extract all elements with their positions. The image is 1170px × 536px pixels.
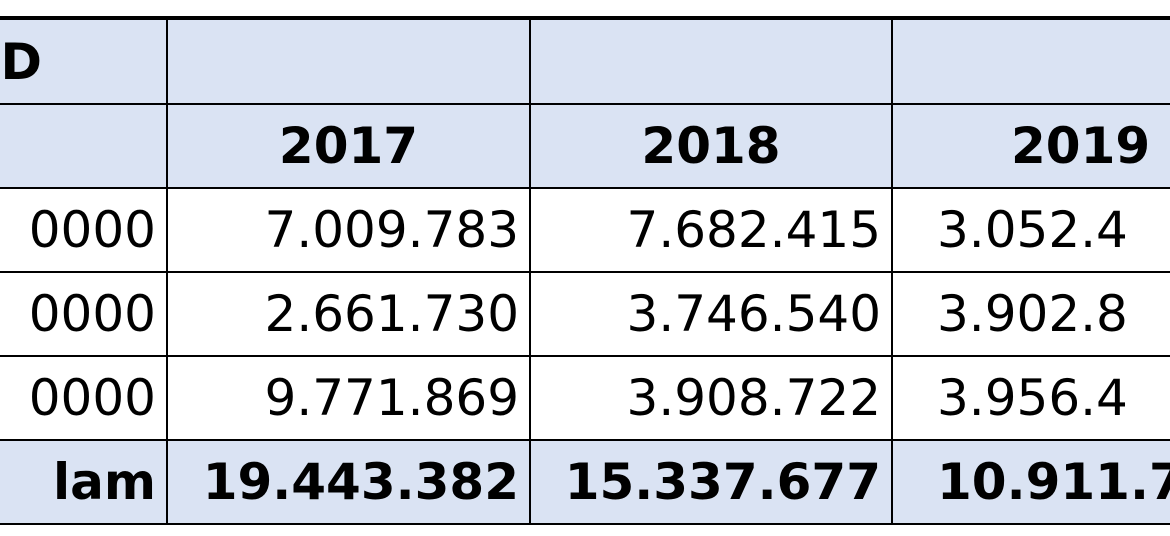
row-label-cell[interactable]: 0000 xyxy=(0,187,168,273)
table-row: 0000 2.661.730 3.746.540 3.902.8 xyxy=(0,271,1170,357)
row-label-cell[interactable]: 0000 xyxy=(0,271,168,357)
value-cell[interactable]: 3.956.4 xyxy=(891,355,1170,441)
value-cell[interactable]: 7.009.783 xyxy=(166,187,531,273)
year-header-row: 2017 2018 2019 xyxy=(0,103,1170,189)
table-header-row: D xyxy=(0,16,1170,105)
value-cell[interactable]: 3.902.8 xyxy=(891,271,1170,357)
empty-year-label-cell[interactable] xyxy=(0,103,168,189)
total-label-cell[interactable]: lam xyxy=(0,439,168,525)
total-row: lam 19.443.382 15.337.677 10.911.7 xyxy=(0,439,1170,525)
data-table: D 2017 2018 2019 0000 7.009.783 7.682.41… xyxy=(0,16,1170,525)
empty-header-cell[interactable] xyxy=(166,16,531,105)
year-header-cell[interactable]: 2019 xyxy=(891,103,1170,189)
value-cell[interactable]: 9.771.869 xyxy=(166,355,531,441)
value-cell[interactable]: 2.661.730 xyxy=(166,271,531,357)
header-label-cell[interactable]: D xyxy=(0,16,168,105)
year-header-cell[interactable]: 2017 xyxy=(166,103,531,189)
total-value-cell[interactable]: 15.337.677 xyxy=(529,439,893,525)
year-header-cell[interactable]: 2018 xyxy=(529,103,893,189)
table-row: 0000 7.009.783 7.682.415 3.052.4 xyxy=(0,187,1170,273)
value-cell[interactable]: 7.682.415 xyxy=(529,187,893,273)
total-value-cell[interactable]: 10.911.7 xyxy=(891,439,1170,525)
table-row: 0000 9.771.869 3.908.722 3.956.4 xyxy=(0,355,1170,441)
empty-header-cell[interactable] xyxy=(891,16,1170,105)
row-label-cell[interactable]: 0000 xyxy=(0,355,168,441)
empty-header-cell[interactable] xyxy=(529,16,893,105)
total-value-cell[interactable]: 19.443.382 xyxy=(166,439,531,525)
value-cell[interactable]: 3.746.540 xyxy=(529,271,893,357)
value-cell[interactable]: 3.052.4 xyxy=(891,187,1170,273)
value-cell[interactable]: 3.908.722 xyxy=(529,355,893,441)
